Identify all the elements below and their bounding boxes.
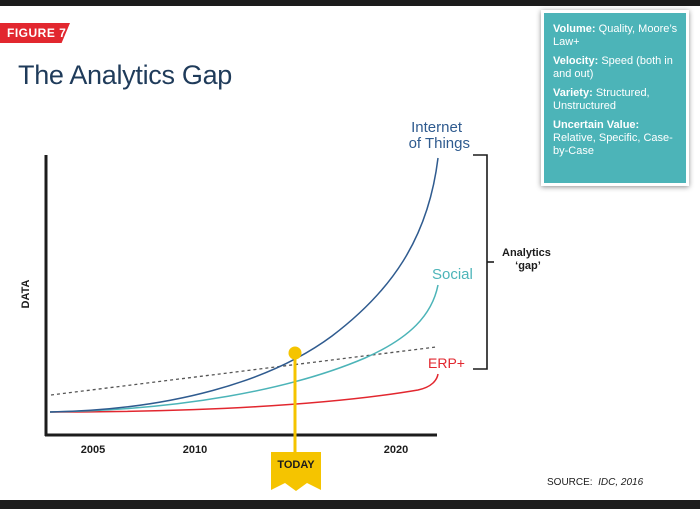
info-box: Volume: Quality, Moore’s Law+ Velocity: … — [541, 10, 689, 186]
series-dashed-trend — [50, 346, 437, 396]
series-label-iot-line: of Things — [409, 135, 470, 152]
series-social-line — [49, 284, 439, 413]
info-text: Quality, Moore’s Law+ — [553, 23, 678, 48]
info-item-volume: Volume: Quality, Moore’s Law+ — [553, 23, 678, 49]
info-item-uncertain-value: Uncertain Value: Relative, Specific, Cas… — [553, 119, 678, 158]
info-text: Relative, Specific, Case-by-Case — [553, 132, 673, 157]
series-label-erp: ERP+ — [428, 355, 465, 371]
info-label: Uncertain Value: — [553, 119, 640, 131]
x-tick-label: 2010 — [183, 444, 207, 456]
source-note: SOURCE: IDC, 2016 — [547, 477, 643, 488]
info-item-variety: Variety: Structured, Unstructured — [553, 87, 678, 113]
top-border — [0, 0, 700, 6]
gap-bracket — [473, 154, 488, 370]
series-erp-line — [49, 373, 439, 413]
series-label-social: Social — [432, 266, 473, 283]
x-tick-label: 2005 — [81, 444, 105, 456]
info-item-velocity: Velocity: Speed (both in and out) — [553, 55, 678, 81]
figure-label: FIGURE 7 — [0, 23, 70, 43]
source-text: IDC, 2016 — [598, 477, 644, 488]
info-label: Volume: — [553, 23, 596, 35]
x-tick-label: 2020 — [384, 444, 408, 456]
info-text: Speed (both in and out) — [553, 55, 673, 80]
info-label: Velocity: — [553, 55, 599, 67]
gap-label: Analytics ‘gap’ — [502, 247, 554, 272]
today-marker-dot — [288, 346, 302, 360]
today-marker-flag — [271, 452, 321, 491]
y-axis-label: DATA — [20, 279, 32, 309]
info-text: Structured, Unstructured — [553, 87, 650, 112]
today-marker-label: TODAY — [277, 459, 315, 471]
gap-label-line2: ‘gap’ — [515, 260, 541, 272]
gap-label-line1: Analytics — [502, 247, 551, 259]
series-iot-line — [49, 157, 439, 413]
bottom-border — [0, 500, 700, 509]
series-label-iot-line: Internet — [411, 119, 463, 136]
series-label-iot-1: Internet of Things — [409, 119, 470, 152]
source-label: SOURCE: — [547, 477, 593, 488]
page-title: The Analytics Gap — [18, 60, 233, 90]
info-label: Variety: — [553, 87, 593, 99]
